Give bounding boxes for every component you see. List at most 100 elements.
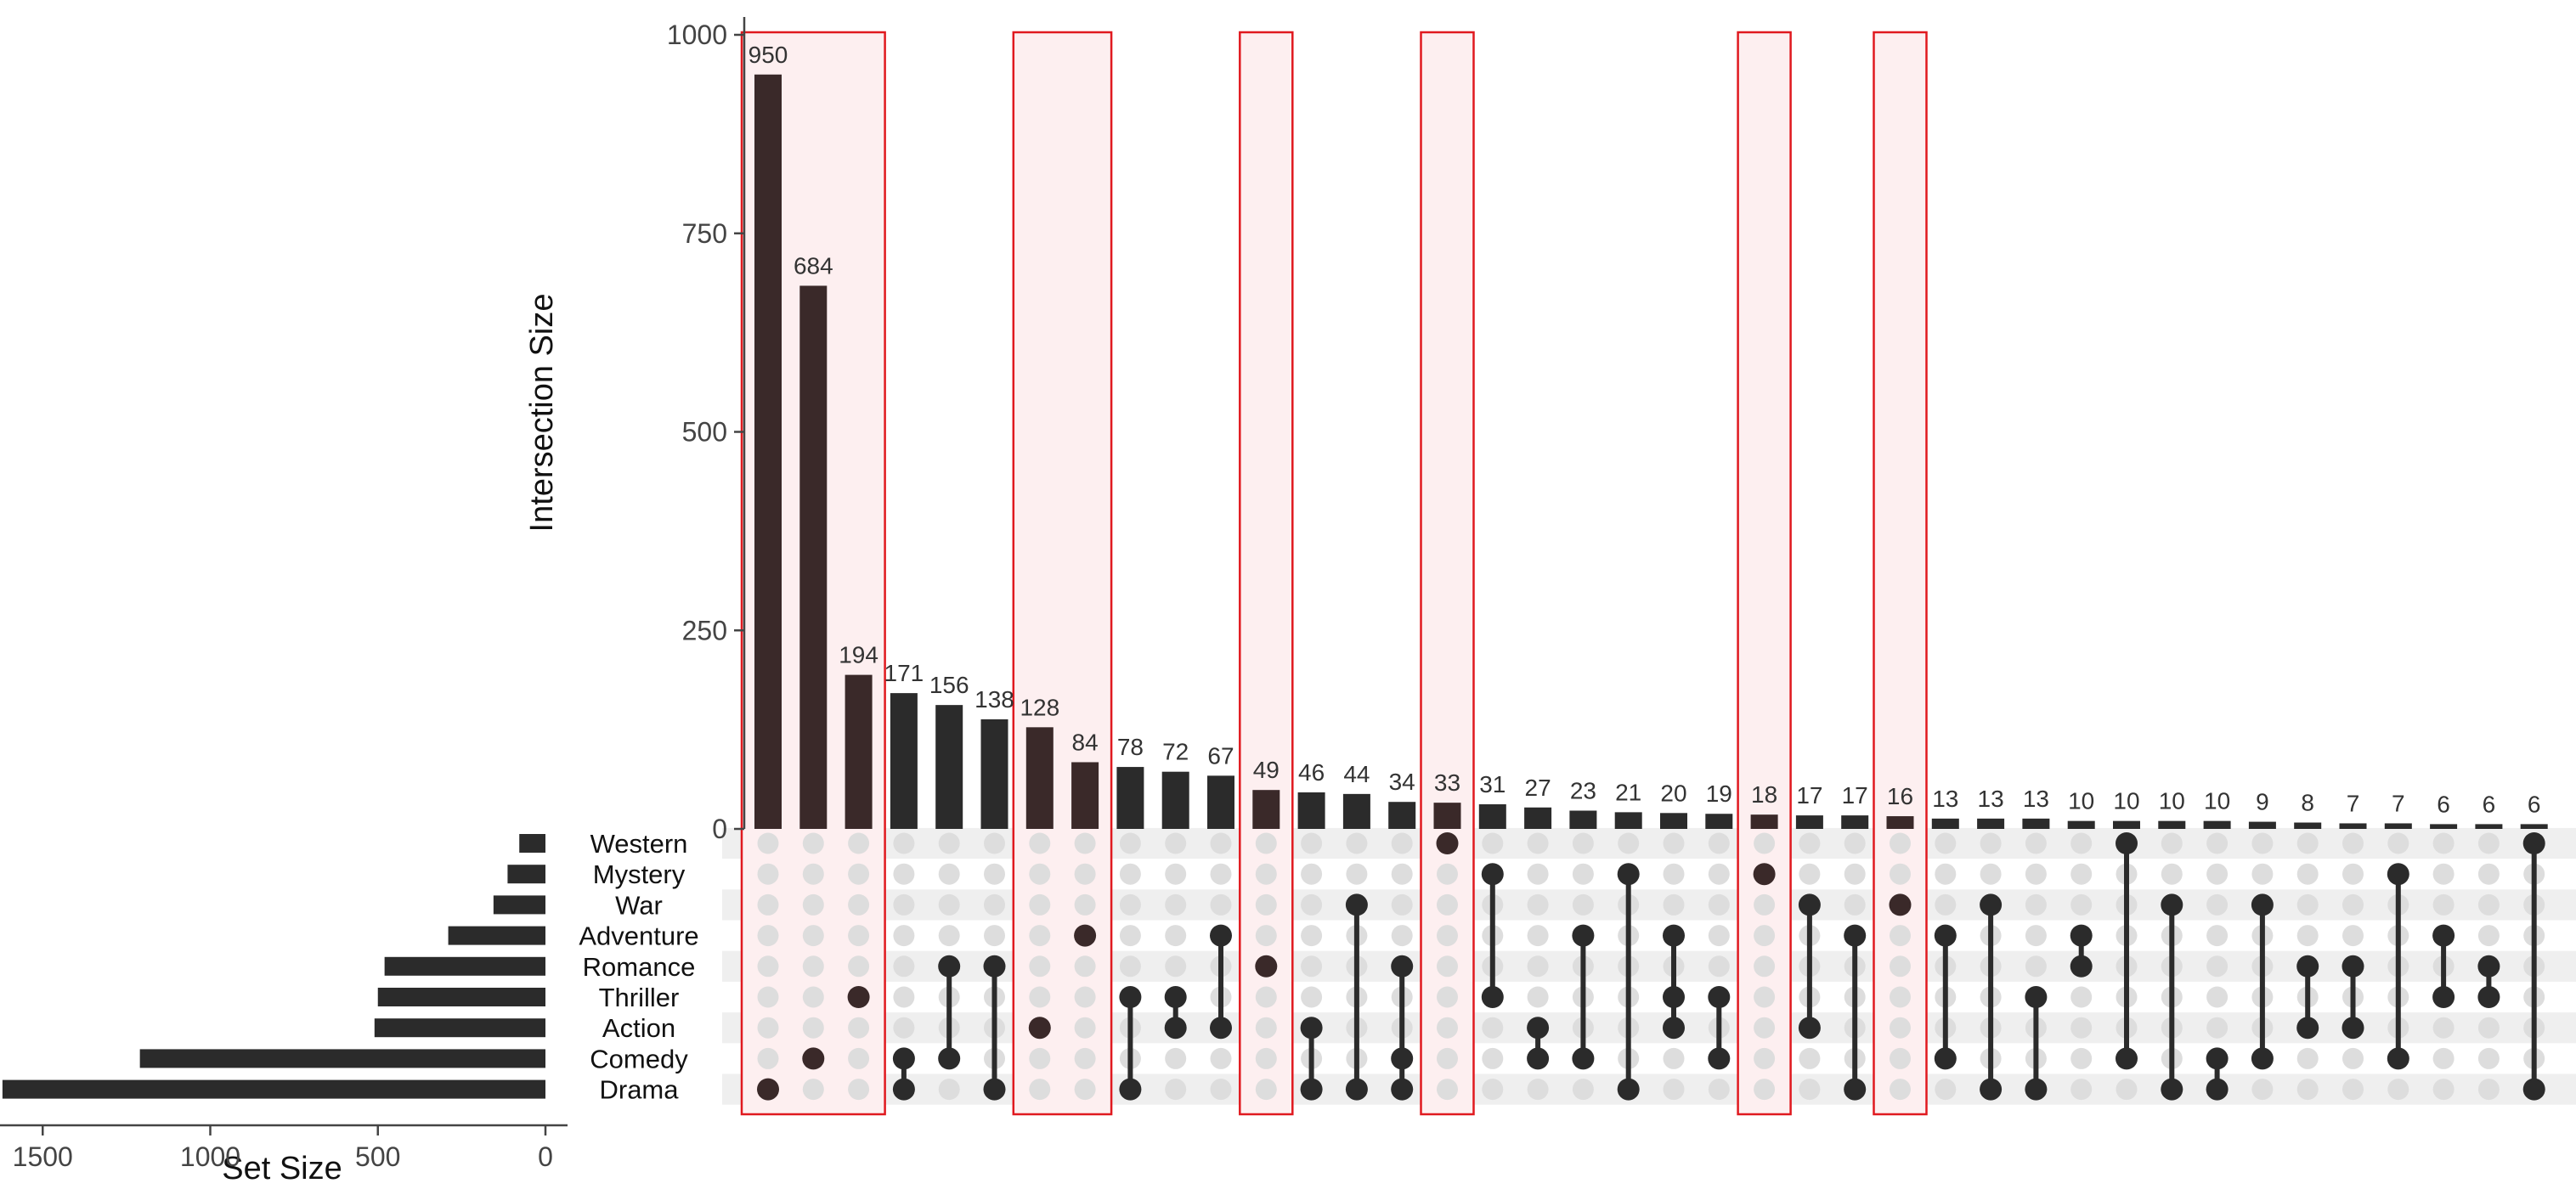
matrix-dot-inactive [1029, 1047, 1051, 1069]
y-tick-label-250: 250 [682, 615, 727, 645]
intersection-bar-33 [2203, 820, 2231, 829]
set-label-romance: Romance [583, 952, 696, 982]
set-label-drama: Drama [599, 1075, 679, 1105]
matrix-dot-inactive [2206, 986, 2229, 1008]
matrix-dot-active [1345, 893, 1368, 916]
bar-label-19: 23 [1570, 777, 1596, 803]
set-size-bars [2, 834, 546, 1099]
matrix-dot-inactive [1618, 832, 1640, 854]
matrix-dot-inactive [2070, 1047, 2093, 1069]
matrix-dot-inactive [2070, 1017, 2093, 1039]
matrix-dot-inactive [802, 863, 824, 885]
matrix-dot-inactive [1890, 1047, 1911, 1069]
matrix-dot-inactive [1391, 893, 1413, 916]
matrix-dot-active [2522, 832, 2545, 854]
set-size-bar-adventure [448, 926, 545, 945]
matrix-dot-inactive [1029, 986, 1051, 1008]
matrix-dot-inactive [1935, 863, 1957, 885]
intersection-bar-17 [1478, 804, 1506, 829]
set-size-bar-war [493, 895, 545, 915]
matrix-dot-inactive [1708, 832, 1730, 854]
matrix-dot-inactive [2070, 893, 2093, 916]
matrix-dot-inactive [757, 1017, 779, 1039]
matrix-dot-inactive [848, 955, 870, 978]
matrix-dot-active [1798, 893, 1821, 916]
matrix-dot-inactive [938, 893, 960, 916]
highlight-box-3 [1239, 31, 1294, 1116]
set-label-comedy: Comedy [590, 1044, 688, 1073]
intersection-bar-1 [754, 74, 782, 829]
matrix-dot-inactive [2432, 863, 2455, 885]
matrix-dot-inactive [1437, 925, 1458, 947]
intersection-bar-14 [1342, 793, 1370, 829]
matrix-dot-active [2477, 955, 2500, 978]
y-tick-label-0: 0 [712, 814, 727, 844]
matrix-dot-active [2161, 893, 2183, 916]
matrix-dot-inactive [2296, 893, 2319, 916]
bar-label-4: 171 [884, 660, 924, 686]
set-size-tick-label-500: 500 [355, 1141, 400, 1172]
bar-label-22: 19 [1706, 780, 1732, 807]
bar-label-9: 78 [1117, 734, 1144, 760]
intersection-bar-39 [2475, 824, 2503, 829]
bar-label-34: 9 [2256, 789, 2269, 815]
bar-label-28: 13 [1978, 786, 2004, 812]
intersection-matrix [757, 832, 2545, 1101]
matrix-dot-inactive [2477, 1079, 2500, 1101]
matrix-dot-inactive [1074, 1017, 1096, 1039]
matrix-dot-active [1934, 924, 1957, 947]
matrix-dot-inactive [938, 863, 960, 885]
matrix-dot-inactive [2025, 893, 2047, 916]
matrix-dot-inactive [2342, 893, 2364, 916]
intersection-bar-4 [890, 693, 918, 829]
matrix-dot-inactive [1301, 986, 1323, 1008]
matrix-dot-active [1798, 1017, 1821, 1040]
intersection-bar-29 [2022, 818, 2050, 829]
matrix-dot-active [2251, 1047, 2274, 1070]
matrix-dot-inactive [1301, 863, 1323, 885]
matrix-dot-inactive [1165, 1047, 1187, 1069]
bar-label-10: 72 [1162, 739, 1189, 765]
matrix-dot-inactive [1708, 893, 1730, 916]
matrix-dot-active [2296, 955, 2319, 978]
matrix-dot-active [847, 986, 870, 1008]
bar-label-20: 21 [1615, 779, 1641, 805]
matrix-dot-inactive [1935, 1079, 1957, 1101]
matrix-dot-inactive [1165, 832, 1187, 854]
matrix-dot-inactive [802, 925, 824, 947]
bar-label-27: 13 [1932, 786, 1958, 812]
intersection-bar-24 [1795, 815, 1823, 829]
matrix-dot-inactive [1074, 1079, 1096, 1101]
matrix-dot-inactive [1029, 893, 1051, 916]
matrix-dot-active [2387, 1047, 2409, 1070]
intersection-bar-2 [799, 285, 828, 830]
matrix-dot-inactive [1663, 863, 1685, 885]
matrix-dot-inactive [1301, 832, 1323, 854]
matrix-dot-inactive [757, 1047, 779, 1069]
matrix-dot-active [983, 955, 1006, 978]
matrix-dot-inactive [1119, 925, 1141, 947]
matrix-dot-inactive [1437, 1079, 1458, 1101]
matrix-dot-inactive [848, 893, 870, 916]
matrix-dot-active [1934, 1047, 1957, 1070]
bar-label-26: 16 [1887, 783, 1913, 809]
matrix-dot-inactive [848, 863, 870, 885]
bar-label-15: 34 [1389, 769, 1415, 795]
matrix-dot-inactive [1391, 925, 1413, 947]
bar-label-37: 7 [2392, 790, 2405, 816]
matrix-dot-inactive [1074, 863, 1096, 885]
matrix-dot-active [1119, 1078, 1142, 1101]
matrix-dot-inactive [1165, 1079, 1187, 1101]
matrix-dot-inactive [1210, 1079, 1232, 1101]
intersection-bar-16 [1433, 803, 1461, 829]
matrix-dot-inactive [2206, 1017, 2229, 1039]
matrix-dot-active [2161, 1078, 2183, 1101]
matrix-dot-inactive [1572, 832, 1594, 854]
matrix-dot-inactive [802, 1017, 824, 1039]
matrix-dot-active [1164, 986, 1187, 1008]
matrix-dot-inactive [1391, 832, 1413, 854]
matrix-dot-inactive [2387, 1079, 2409, 1101]
intersection-bar-10 [1161, 771, 1189, 829]
intersection-bar-9 [1116, 767, 1144, 829]
